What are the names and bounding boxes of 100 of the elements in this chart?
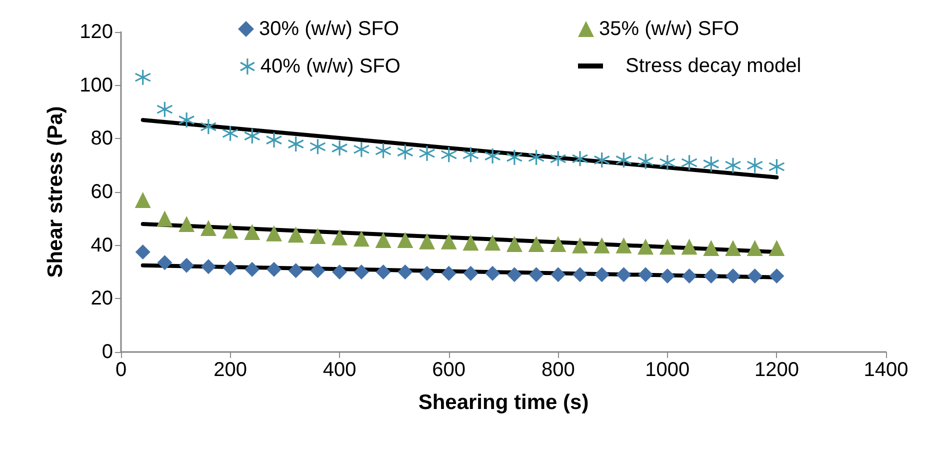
legend-label: Stress decay model bbox=[626, 55, 802, 77]
point bbox=[353, 141, 370, 158]
point bbox=[222, 222, 238, 239]
y-tick-label: 60 bbox=[90, 181, 113, 203]
point bbox=[353, 230, 370, 247]
point bbox=[462, 234, 479, 251]
point bbox=[222, 125, 239, 142]
legend-label: 40% (w/w) SFO bbox=[260, 56, 400, 78]
point bbox=[638, 238, 654, 255]
point bbox=[485, 266, 500, 281]
point bbox=[134, 192, 151, 208]
point bbox=[200, 259, 216, 274]
y-tick-label: 0 bbox=[102, 341, 113, 363]
legend-label: 35% (w/w) SFO bbox=[599, 18, 740, 40]
point bbox=[266, 132, 282, 148]
point bbox=[724, 157, 742, 174]
point bbox=[179, 258, 194, 273]
point bbox=[572, 150, 588, 167]
point bbox=[768, 158, 786, 175]
point bbox=[244, 262, 260, 277]
point bbox=[420, 266, 434, 281]
point bbox=[594, 237, 610, 254]
point bbox=[440, 233, 457, 250]
y-tick-label: 120 bbox=[80, 21, 113, 43]
point bbox=[746, 240, 763, 256]
y-axis-title: Shear stress (Pa) bbox=[44, 106, 67, 278]
x-tick-label: 1200 bbox=[754, 359, 799, 381]
legend-label: 30% (w/w) SFO bbox=[259, 18, 400, 40]
point bbox=[418, 145, 436, 162]
point bbox=[594, 267, 610, 282]
point bbox=[266, 262, 282, 277]
point bbox=[440, 146, 458, 163]
point bbox=[484, 148, 501, 164]
point bbox=[244, 224, 260, 240]
x-tick-label: 1400 bbox=[864, 359, 908, 381]
point bbox=[310, 263, 326, 278]
point bbox=[484, 234, 501, 251]
point bbox=[615, 152, 632, 168]
point bbox=[200, 220, 216, 236]
x-axis-title: Shearing time (s) bbox=[418, 391, 589, 414]
y-tick-label: 40 bbox=[90, 234, 113, 256]
point bbox=[550, 267, 566, 282]
point bbox=[682, 268, 697, 284]
point bbox=[376, 264, 391, 280]
point bbox=[572, 267, 588, 282]
point bbox=[156, 210, 173, 227]
point bbox=[354, 264, 369, 280]
point bbox=[244, 128, 260, 144]
point bbox=[375, 232, 392, 248]
point bbox=[419, 233, 435, 250]
point bbox=[288, 226, 304, 243]
point bbox=[703, 240, 720, 256]
point bbox=[506, 267, 522, 282]
point bbox=[222, 260, 238, 276]
y-tick-label: 80 bbox=[90, 128, 113, 150]
x-tick-label: 800 bbox=[541, 359, 575, 381]
point bbox=[200, 118, 217, 135]
point bbox=[331, 140, 348, 156]
point bbox=[659, 238, 676, 255]
point bbox=[680, 154, 698, 171]
point bbox=[135, 244, 150, 260]
point bbox=[572, 237, 588, 254]
point bbox=[462, 146, 480, 163]
point bbox=[550, 150, 566, 167]
point bbox=[726, 268, 740, 284]
point bbox=[725, 240, 741, 256]
point bbox=[528, 236, 544, 252]
x-tick-label: 1000 bbox=[645, 359, 690, 381]
x-tick-label: 200 bbox=[214, 359, 247, 381]
point bbox=[594, 152, 610, 168]
point bbox=[550, 236, 566, 252]
y-tick-label: 100 bbox=[80, 74, 113, 96]
point bbox=[746, 157, 764, 174]
point bbox=[506, 149, 523, 166]
point bbox=[704, 268, 719, 284]
point bbox=[768, 240, 785, 256]
point bbox=[769, 268, 784, 284]
point bbox=[638, 267, 654, 282]
point bbox=[288, 136, 304, 152]
point bbox=[660, 268, 675, 284]
point bbox=[374, 142, 392, 159]
point bbox=[616, 267, 632, 282]
point bbox=[266, 225, 282, 242]
point bbox=[702, 156, 720, 172]
point bbox=[528, 267, 544, 282]
point bbox=[157, 255, 172, 270]
point bbox=[463, 266, 478, 281]
point bbox=[441, 266, 456, 281]
point bbox=[616, 237, 632, 254]
point bbox=[396, 144, 414, 160]
point bbox=[178, 112, 195, 128]
point bbox=[134, 69, 152, 86]
point bbox=[332, 229, 348, 246]
point bbox=[398, 264, 413, 280]
point bbox=[397, 232, 414, 248]
point bbox=[178, 216, 195, 232]
point bbox=[659, 154, 676, 171]
point bbox=[309, 138, 326, 155]
point bbox=[528, 149, 545, 166]
point bbox=[310, 228, 326, 244]
